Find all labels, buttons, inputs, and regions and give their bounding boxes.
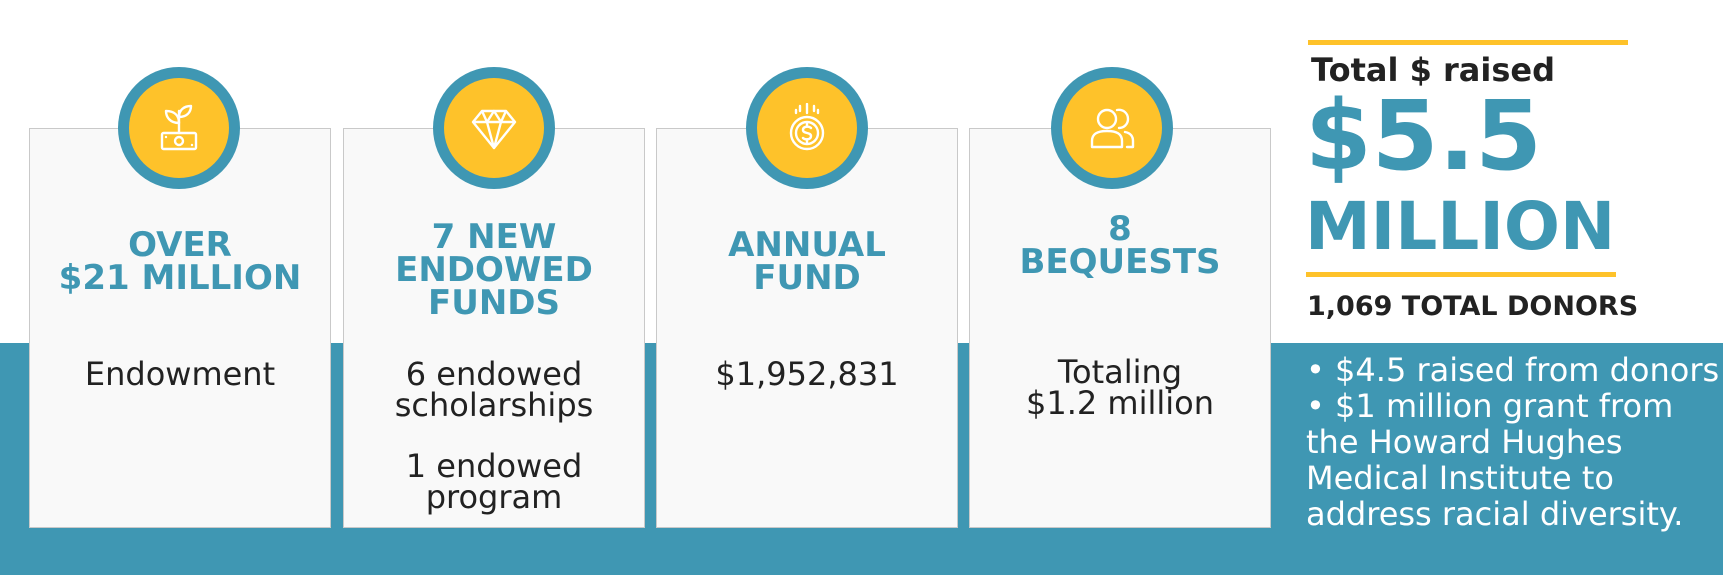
card-title: 7 NEW ENDOWED FUNDS — [395, 217, 593, 323]
total-raised-label: Total $ raised — [1311, 51, 1555, 89]
total-donors: 1,069 TOTAL DONORS — [1307, 291, 1639, 322]
card-detail: Totaling $1.2 million — [1025, 353, 1214, 422]
card-detail: 6 endowed scholarships — [394, 355, 594, 424]
stat-card-endowed-funds: 7 NEW ENDOWED FUNDS 6 endowed scholarshi… — [343, 128, 645, 528]
badge — [433, 67, 555, 189]
funding-notes: • $4.5 raised from donors • $1 million g… — [1306, 352, 1721, 532]
total-amount: $5.5 — [1305, 80, 1542, 192]
badge — [746, 67, 868, 189]
stat-card-bequests: 8 BEQUESTS Totaling $1.2 million — [969, 128, 1271, 528]
badge — [118, 67, 240, 189]
card-detail: $1,952,831 — [715, 355, 899, 393]
card-detail: Endowment — [84, 355, 276, 393]
card-detail: 1 endowed program — [405, 447, 583, 516]
card-title: ANNUAL FUND — [728, 225, 886, 298]
total-unit: MILLION — [1305, 188, 1616, 265]
summary-panel: Total $ raised $5.5 MILLION 1,069 TOTAL … — [1300, 0, 1723, 575]
stat-card-endowment: OVER $21 MILLION Endowment — [29, 128, 331, 528]
stat-card-annual-fund: ANNUAL FUND $1,952,831 — [656, 128, 958, 528]
card-title: OVER $21 MILLION — [58, 225, 302, 298]
badge — [1051, 67, 1173, 189]
bottom-divider — [1306, 272, 1616, 277]
note-item: • $1 million grant from the Howard Hughe… — [1306, 387, 1684, 533]
note-item: • $4.5 raised from donors — [1306, 351, 1720, 389]
dollar-coin-icon — [789, 103, 825, 151]
people-icon — [1090, 108, 1135, 149]
card-title: 8 BEQUESTS — [1019, 209, 1221, 282]
top-divider — [1308, 40, 1628, 45]
plant-money-icon — [160, 104, 198, 151]
diamond-icon — [471, 109, 517, 150]
